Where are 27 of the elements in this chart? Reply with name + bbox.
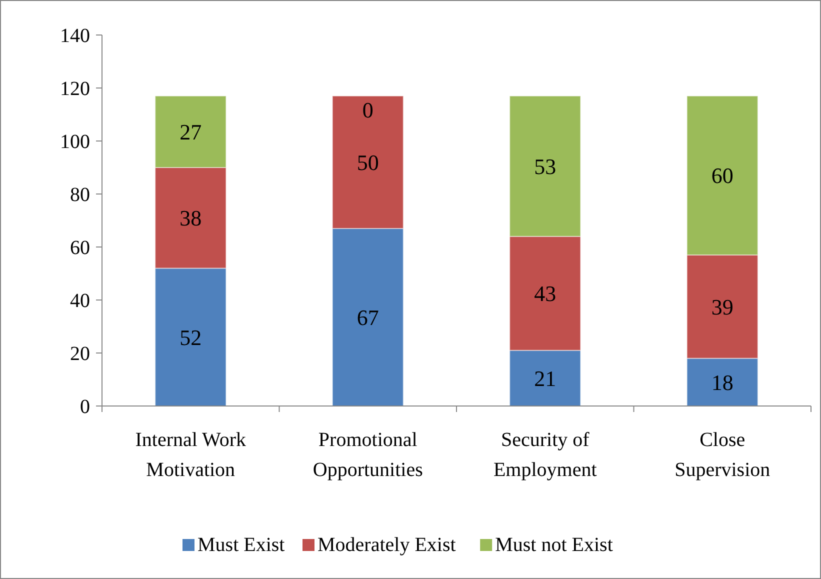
x-tick-label: Internal Work Motivation (135, 429, 246, 481)
data-label: 0 (362, 98, 374, 123)
y-tick-label: 120 (60, 78, 90, 100)
data-label: 60 (711, 163, 734, 188)
data-label: 39 (711, 294, 734, 320)
legend-label: Must not Exist (495, 534, 614, 556)
y-tick-label: 60 (70, 237, 90, 259)
data-label: 52 (180, 324, 202, 350)
data-label: 21 (534, 366, 556, 391)
data-label: 18 (711, 370, 734, 395)
x-tick-label: Close Supervision (674, 429, 770, 481)
y-tick-label: 0 (80, 396, 90, 418)
legend-label: Moderately Exist (318, 534, 456, 556)
x-tick-label: Promotional Opportunities (312, 429, 424, 481)
data-label: 27 (180, 119, 202, 144)
data-label: 38 (180, 206, 202, 231)
legend-label: Must Exist (198, 534, 286, 556)
x-tick-label: Security of Employment (493, 429, 598, 481)
data-label: 67 (356, 304, 379, 330)
y-tick-label: 80 (70, 184, 90, 206)
y-tick-label: 140 (60, 25, 90, 47)
data-label: 43 (534, 281, 556, 306)
data-label: 53 (534, 154, 556, 179)
y-tick-label: 40 (70, 290, 90, 312)
data-label: 50 (356, 150, 379, 175)
y-tick-label: 100 (60, 131, 90, 153)
y-tick-label: 20 (70, 343, 90, 365)
